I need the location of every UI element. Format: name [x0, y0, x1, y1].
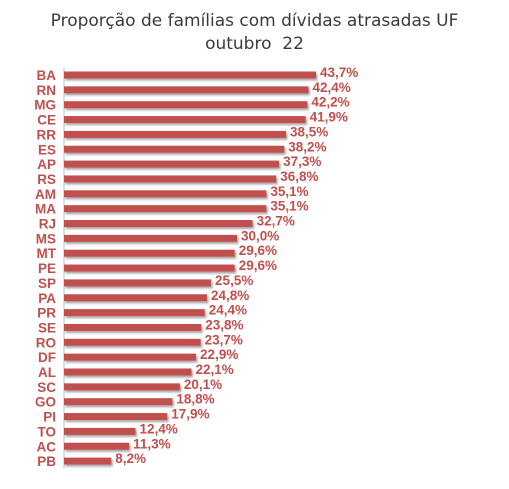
- category-label-to: TO: [37, 424, 56, 439]
- bar-rj: [64, 220, 253, 227]
- category-label-pb: PB: [37, 454, 56, 469]
- value-label-ac: 11,3%: [133, 436, 171, 451]
- bar-mg: [64, 101, 308, 109]
- category-label-es: ES: [38, 142, 56, 157]
- category-label-df: DF: [38, 350, 56, 365]
- value-label-ba: 43,7%: [320, 65, 358, 80]
- category-label-ba: BA: [37, 68, 57, 83]
- bar-ac: [64, 442, 130, 450]
- bar-ce: [64, 116, 306, 124]
- category-label-pe: PE: [38, 261, 56, 276]
- value-label-pe: 29,6%: [239, 258, 277, 273]
- bar-sp: [64, 279, 212, 287]
- bar-go: [64, 398, 173, 406]
- category-label-pr: PR: [37, 306, 56, 321]
- bar-ap: [64, 160, 280, 168]
- category-label-mg: MG: [34, 98, 56, 113]
- value-label-es: 38,2%: [288, 139, 326, 154]
- bar-ma: [64, 205, 267, 213]
- bar-pa: [64, 294, 208, 302]
- chart-title-line-1: Proporção de famílias com dívidas atrasa…: [50, 11, 459, 31]
- value-label-pb: 8,2%: [115, 451, 146, 466]
- bar-rs: [64, 175, 277, 183]
- value-label-al: 22,1%: [195, 362, 233, 377]
- category-label-go: GO: [35, 395, 56, 410]
- bar-rn: [64, 86, 309, 94]
- category-label-ac: AC: [37, 439, 57, 454]
- value-label-df: 22,9%: [200, 347, 238, 362]
- value-label-pr: 24,4%: [209, 303, 247, 318]
- chart-title-line-2: outubro 22: [205, 34, 304, 54]
- value-label-mt: 29,6%: [239, 243, 277, 258]
- value-label-pi: 17,9%: [171, 407, 209, 422]
- bars: [64, 71, 316, 465]
- category-label-al: AL: [38, 365, 56, 380]
- value-label-sp: 25,5%: [215, 273, 253, 288]
- category-label-se: SE: [38, 320, 56, 335]
- value-label-to: 12,4%: [140, 421, 178, 436]
- value-label-rj: 32,7%: [257, 214, 295, 229]
- value-label-ma: 35,1%: [270, 199, 308, 214]
- category-label-rr: RR: [37, 127, 57, 142]
- value-label-pa: 24,8%: [211, 288, 249, 303]
- category-label-rj: RJ: [39, 217, 56, 232]
- value-label-ap: 37,3%: [283, 154, 321, 169]
- category-label-pi: PI: [43, 410, 56, 425]
- bar-to: [64, 427, 136, 435]
- value-label-ce: 41,9%: [310, 110, 348, 125]
- value-label-rs: 36,8%: [280, 169, 318, 184]
- value-label-rr: 38,5%: [290, 124, 328, 139]
- category-label-ms: MS: [36, 231, 56, 246]
- category-label-mt: MT: [37, 246, 57, 261]
- value-label-rn: 42,4%: [313, 80, 351, 95]
- value-label-go: 18,8%: [176, 392, 214, 407]
- value-label-ro: 23,7%: [205, 332, 243, 347]
- chart-title: Proporção de famílias com dívidas atrasa…: [0, 10, 509, 56]
- bar-am: [64, 190, 267, 198]
- category-label-sp: SP: [38, 276, 56, 291]
- category-label-am: AM: [35, 187, 56, 202]
- bar-al: [64, 368, 192, 376]
- bar-mt: [64, 249, 235, 257]
- category-label-ce: CE: [37, 113, 56, 128]
- category-label-sc: SC: [37, 380, 56, 395]
- bar-ro: [64, 338, 201, 346]
- bar-sc: [64, 383, 180, 391]
- value-label-am: 35,1%: [270, 184, 308, 199]
- bar-rr: [64, 130, 287, 138]
- bar-ba: [64, 71, 316, 79]
- category-axis: BARNMGCERRESAPRSAMMARJMSMTPESPPAPRSERODF…: [34, 67, 65, 469]
- bar-pr: [64, 309, 205, 317]
- bar-pe: [64, 264, 235, 272]
- bar-es: [64, 145, 285, 153]
- bar-df: [64, 353, 197, 361]
- bar-ms: [64, 234, 237, 242]
- category-label-ro: RO: [36, 335, 56, 350]
- value-labels: 43,7%42,4%42,2%41,9%38,5%38,2%37,3%36,8%…: [115, 65, 358, 466]
- value-label-ms: 30,0%: [241, 228, 279, 243]
- category-label-ap: AP: [37, 157, 56, 172]
- bar-pb: [64, 457, 112, 465]
- category-label-ma: MA: [35, 202, 56, 217]
- value-label-sc: 20,1%: [184, 377, 222, 392]
- category-label-rs: RS: [37, 172, 56, 187]
- category-label-rn: RN: [37, 83, 57, 98]
- value-label-mg: 42,2%: [311, 95, 349, 110]
- bar-se: [64, 323, 202, 331]
- category-label-pa: PA: [38, 291, 56, 306]
- bar-pi: [64, 413, 168, 421]
- value-label-se: 23,8%: [205, 317, 243, 332]
